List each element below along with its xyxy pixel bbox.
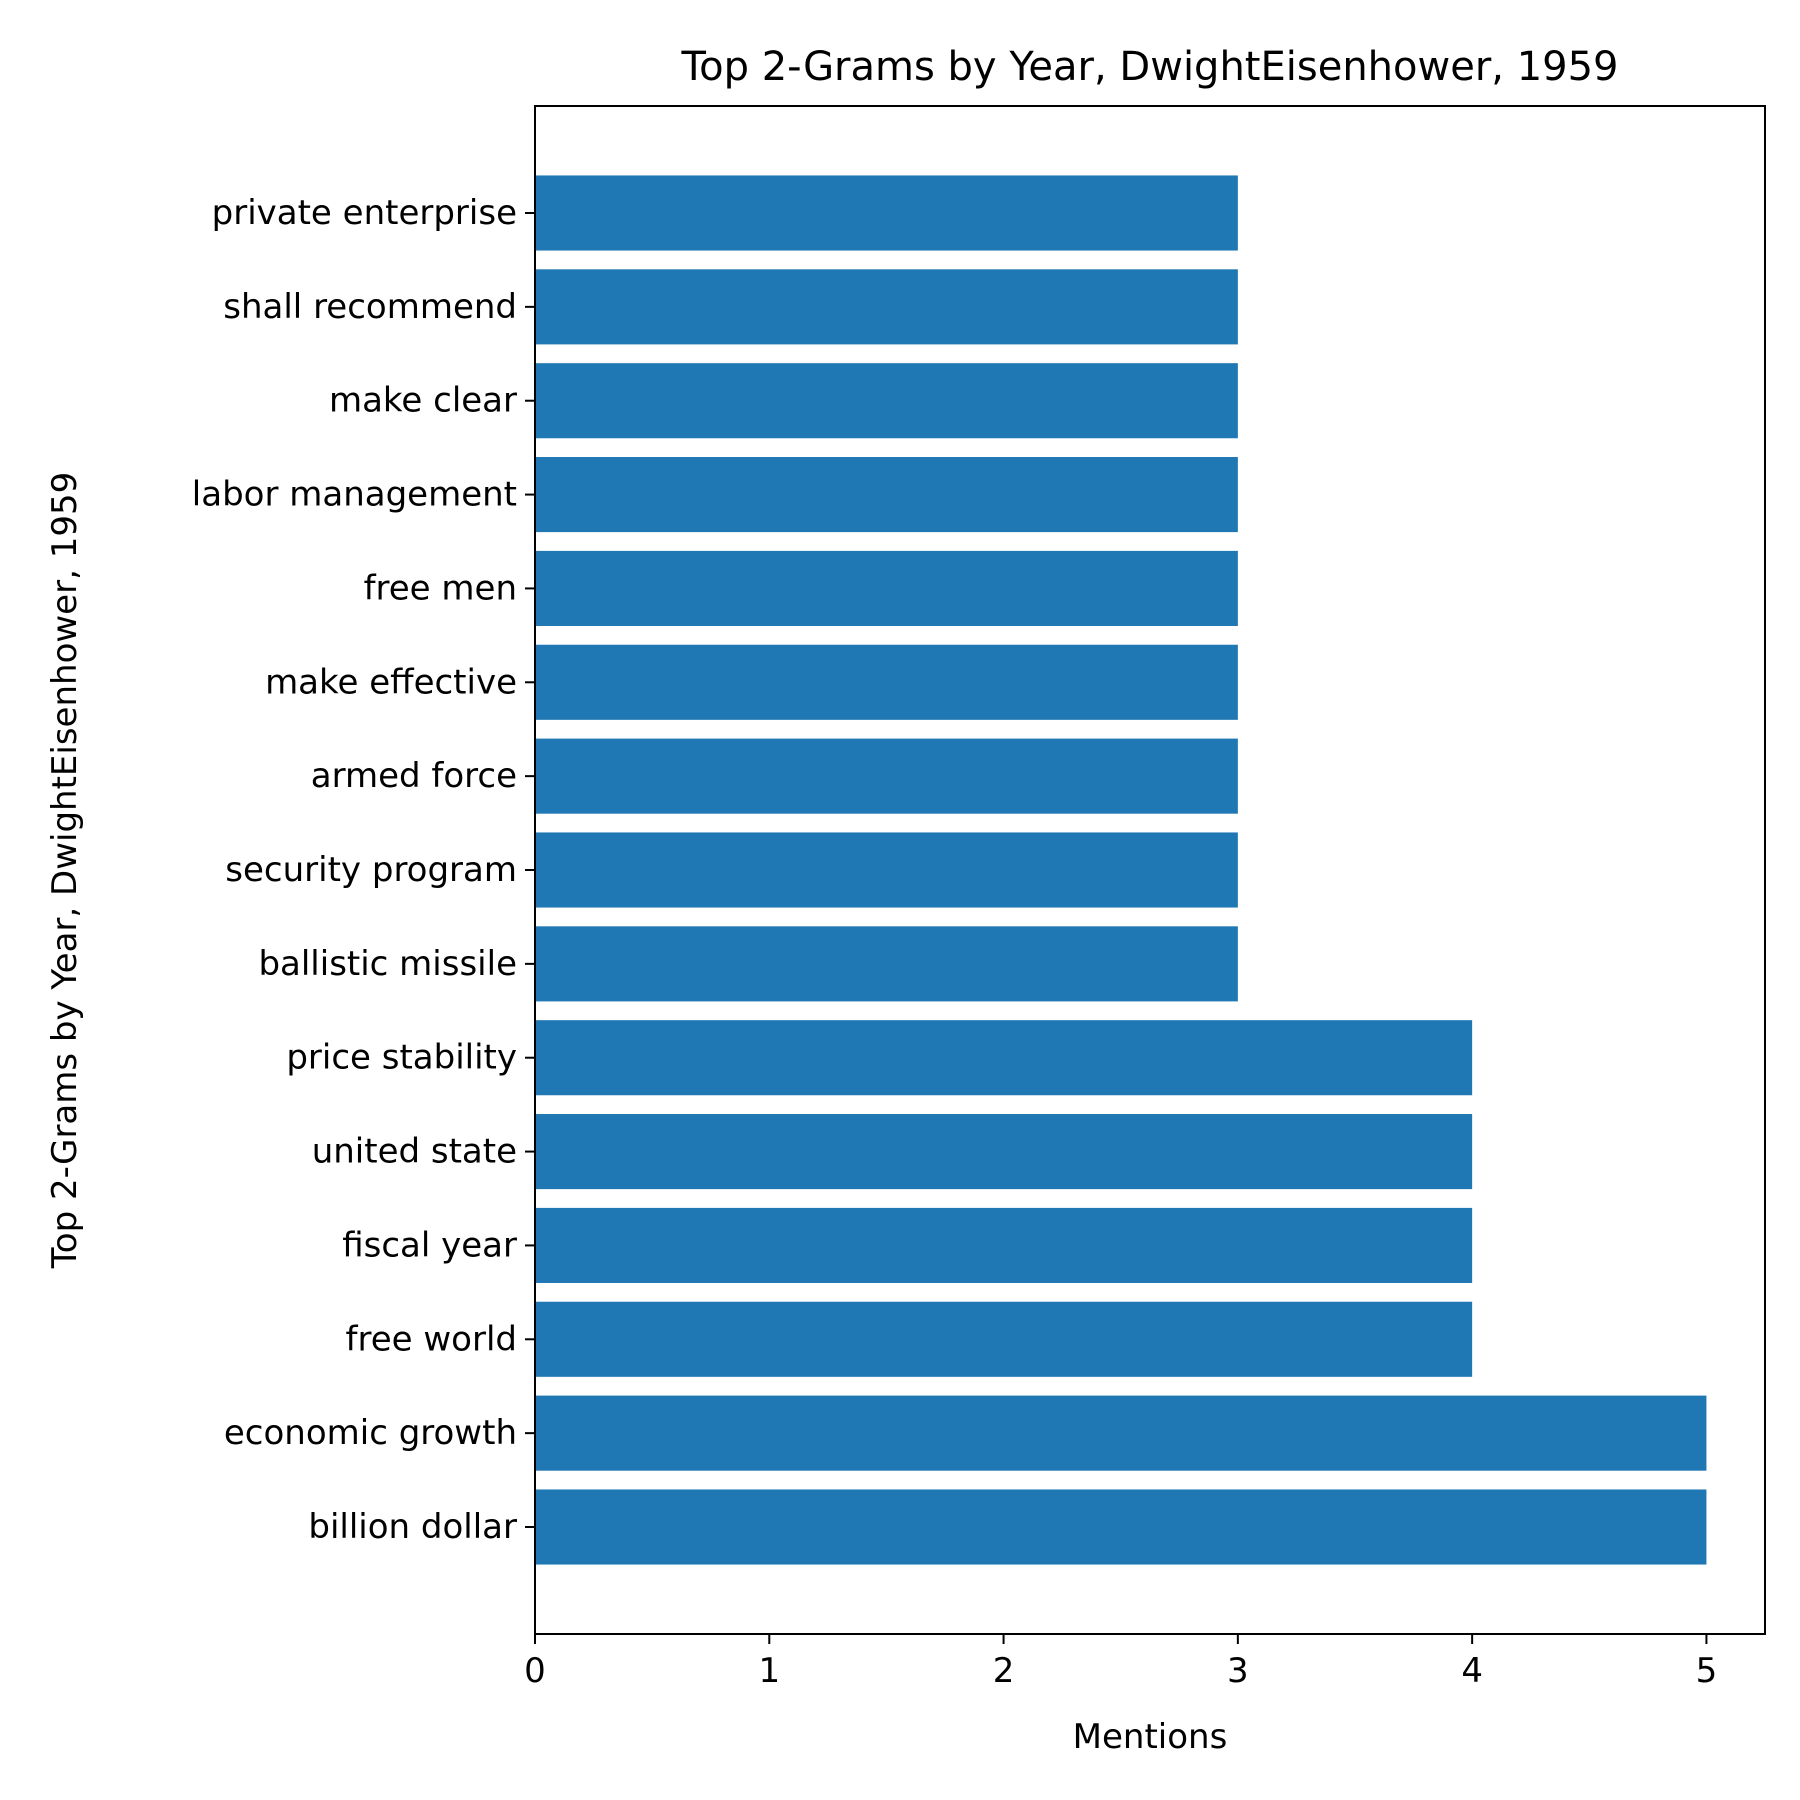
bar-make-effective [535, 644, 1238, 720]
bar-fiscal-year [535, 1207, 1473, 1283]
bar-ballistic-missile [535, 926, 1238, 1002]
bar-shall-recommend [535, 269, 1238, 345]
y-tick-label: make clear [329, 381, 517, 421]
y-tick-label: security program [225, 850, 517, 890]
bar-labor-management [535, 457, 1238, 533]
x-axis-label: Mentions [1073, 1717, 1228, 1757]
x-tick-label: 1 [758, 1651, 780, 1691]
bar-make-clear [535, 363, 1238, 439]
y-tick-label: private enterprise [212, 193, 517, 233]
x-tick-label: 3 [1227, 1651, 1249, 1691]
y-tick-label: make effective [265, 662, 517, 702]
y-tick-label: economic growth [224, 1413, 517, 1453]
bar-price-stability [535, 1020, 1473, 1096]
x-tick-label: 5 [1696, 1651, 1718, 1691]
y-tick-label: free world [346, 1319, 517, 1359]
y-tick-label: billion dollar [308, 1507, 517, 1547]
x-tick-label: 0 [524, 1651, 546, 1691]
y-tick-label: price stability [286, 1038, 517, 1078]
chart-title: Top 2-Grams by Year, DwightEisenhower, 1… [681, 44, 1619, 90]
y-tick-label: shall recommend [223, 287, 517, 327]
bar-security-program [535, 832, 1238, 908]
y-tick-label: labor management [192, 475, 517, 515]
x-tick-label: 2 [993, 1651, 1015, 1691]
bar-private-enterprise [535, 175, 1238, 251]
bar-united-state [535, 1114, 1473, 1190]
y-axis-ticks: billion dollar economic growth free world f… [192, 193, 535, 1547]
x-axis-ticks: 0 1 2 3 4 5 [524, 1634, 1717, 1691]
bar-armed-force [535, 738, 1238, 814]
bar-billion-dollar [535, 1489, 1707, 1565]
bar-free-world [535, 1301, 1473, 1377]
bar-free-men [535, 550, 1238, 626]
y-tick-label: fiscal year [342, 1225, 517, 1265]
y-axis-label: Top 2-Grams by Year, DwightEisenhower, 1… [45, 472, 85, 1269]
y-tick-label: ballistic missile [258, 944, 517, 984]
bars-group [535, 175, 1707, 1565]
x-tick-label: 4 [1461, 1651, 1483, 1691]
y-tick-label: free men [364, 568, 517, 608]
y-tick-label: armed force [311, 756, 517, 796]
plot-frame [534, 105, 1766, 1635]
y-tick-label: united state [312, 1132, 517, 1172]
bar-economic-growth [535, 1395, 1707, 1471]
